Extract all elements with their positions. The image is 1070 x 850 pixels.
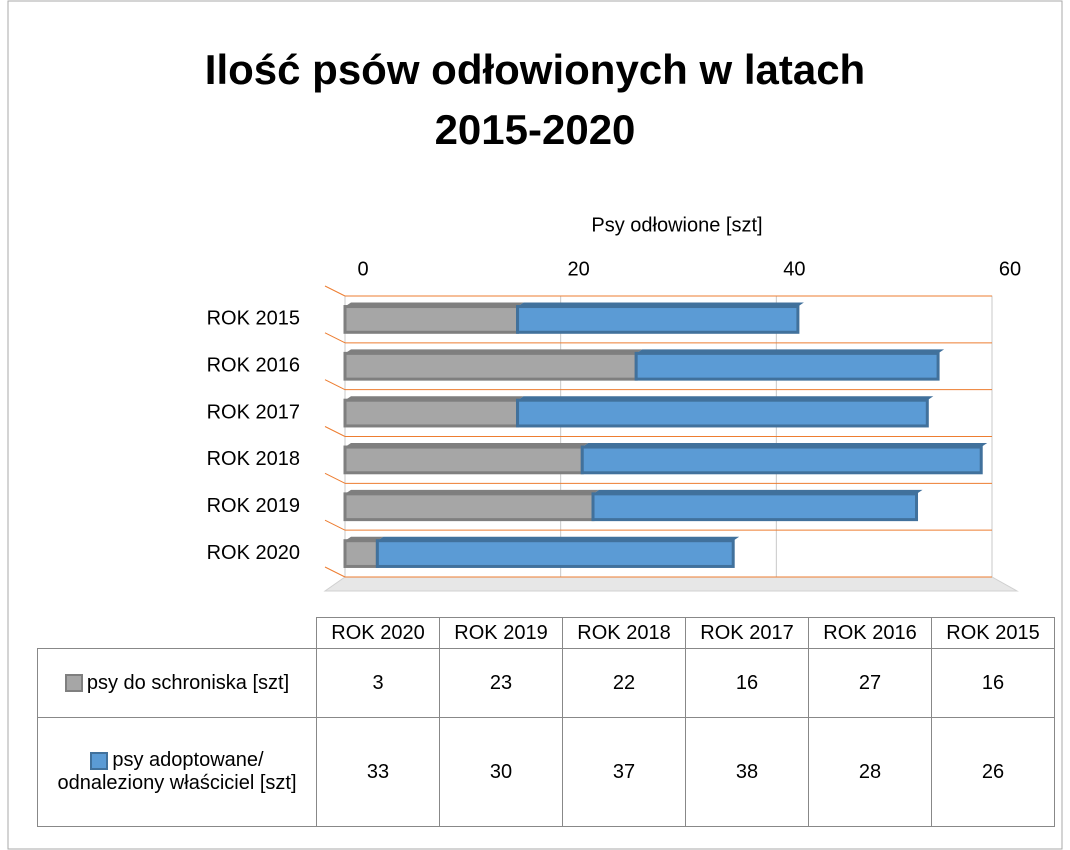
cell-text: 37	[612, 760, 636, 783]
value-cell: 38	[685, 717, 809, 827]
y-tick-label: ROK 2019	[207, 495, 300, 517]
frame	[7, 0, 1063, 850]
cell-text: 30	[489, 760, 513, 783]
cell-text: ROK 2017	[700, 621, 794, 644]
value-cell: 37	[562, 717, 686, 827]
legend-label: psy do schroniska [szt]	[86, 671, 290, 694]
header-cell: ROK 2015	[931, 617, 1055, 649]
y-tick-label: ROK 2020	[207, 542, 300, 564]
header-cell: ROK 2016	[808, 617, 932, 649]
y-tick-label: ROK 2015	[207, 308, 300, 330]
legend-key	[64, 674, 83, 693]
cell-text: ROK 2015	[946, 621, 1040, 644]
value-cell: 16	[931, 648, 1055, 718]
legend-cell: psy adoptowane/ odnaleziony właściciel […	[37, 717, 317, 827]
category-separator	[324, 426, 346, 437]
bar	[375, 539, 735, 568]
cell-text: ROK 2019	[454, 621, 548, 644]
x-tick-label: 60	[999, 258, 1021, 280]
x-tick-label: 0	[357, 258, 368, 280]
cell-text: 27	[858, 671, 882, 694]
legend-key	[90, 751, 109, 770]
category-separator	[324, 285, 346, 297]
value-cell: 22	[562, 648, 686, 718]
table-row: ROK 2020 ROK 2019 ROK 2018 ROK 2017 ROK 2016…	[37, 617, 1055, 649]
category-separator	[324, 332, 346, 344]
bar	[343, 398, 520, 428]
header-cell: ROK 2019	[439, 617, 563, 649]
cell-text: 28	[858, 760, 882, 783]
header-cell: ROK 2018	[562, 617, 686, 649]
y-tick-label: ROK 2017	[207, 401, 300, 423]
cell-text: 16	[735, 671, 759, 694]
data-table: ROK 2020 ROK 2019 ROK 2018 ROK 2017 ROK 2016…	[37, 617, 1055, 827]
value-cell: 30	[439, 717, 563, 827]
cell-text: 22	[612, 671, 636, 694]
blank-cell	[37, 617, 317, 649]
value-cell: 33	[316, 717, 440, 827]
cell-text: ROK 2018	[577, 621, 671, 644]
x-tick-label: 20	[568, 258, 590, 280]
header-cell: ROK 2020	[316, 617, 440, 649]
chart-title: Ilość psów odłowionych w latach 2015-202…	[204, 46, 866, 153]
cell-text: ROK 2020	[331, 621, 425, 644]
cell-text: ROK 2016	[823, 621, 917, 644]
bar	[634, 351, 940, 381]
cell-text: 38	[735, 760, 759, 783]
bar	[591, 492, 919, 522]
header-cell: ROK 2017	[685, 617, 809, 649]
bar	[580, 445, 983, 475]
bar	[343, 445, 584, 475]
value-cell: 23	[439, 648, 563, 718]
bar	[343, 351, 638, 381]
category-separator	[324, 472, 346, 484]
bar	[343, 492, 595, 522]
value-cell: 3	[316, 648, 440, 718]
y-tick-label: ROK 2018	[207, 448, 300, 470]
category-separator	[324, 379, 346, 391]
cell-text: 26	[981, 760, 1005, 783]
bar	[516, 398, 929, 428]
legend-label: psy adoptowane/ odnaleziony właściciel […	[57, 749, 297, 794]
bar	[516, 305, 800, 334]
bar	[343, 539, 379, 568]
value-cell: 26	[931, 717, 1055, 827]
cell-text: 16	[981, 671, 1005, 694]
category-separator	[324, 519, 346, 531]
x-axis-title: Psy odłowione [szt]	[591, 214, 762, 236]
cell-text: 33	[366, 760, 390, 783]
category-separator	[324, 566, 346, 578]
table-row: psy adoptowane/ odnaleziony właściciel […	[37, 717, 1055, 827]
plot-floor	[323, 576, 1019, 592]
table-row: psy do schroniska [szt] 3 23 22 16 27 16	[37, 648, 1055, 718]
y-tick-label: ROK 2016	[207, 355, 300, 377]
cell-text: 23	[489, 671, 513, 694]
value-cell: 27	[808, 648, 932, 718]
value-cell: 16	[685, 648, 809, 718]
legend-cell: psy do schroniska [szt]	[37, 648, 317, 718]
cell-text: 3	[372, 671, 384, 694]
value-cell: 28	[808, 717, 932, 827]
bar	[343, 305, 520, 334]
x-tick-label: 40	[783, 258, 805, 280]
